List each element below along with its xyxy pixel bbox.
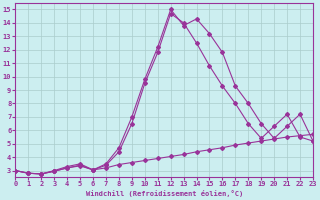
X-axis label: Windchill (Refroidissement éolien,°C): Windchill (Refroidissement éolien,°C) — [85, 190, 243, 197]
